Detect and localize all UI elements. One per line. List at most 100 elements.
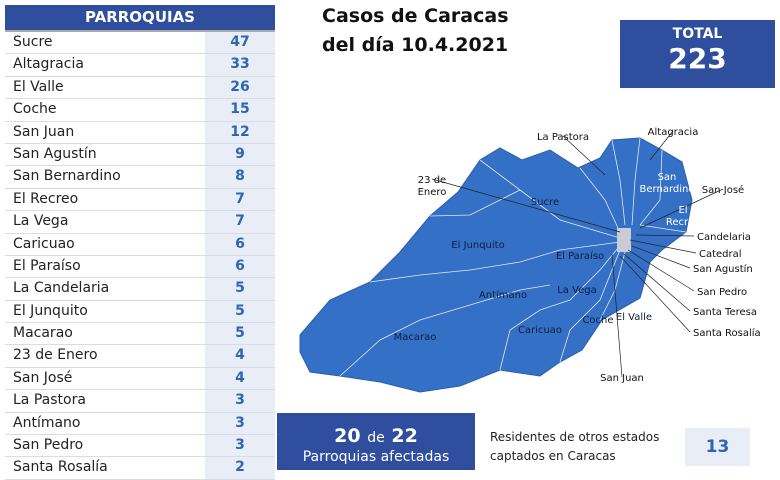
total-box: TOTAL 223 <box>620 20 775 88</box>
map-label: El Junquito <box>451 240 504 251</box>
residents-text: Residentes de otros estados captados en … <box>490 428 659 466</box>
parish-name: La Pastora <box>13 392 86 409</box>
map-label: Enero <box>418 187 447 198</box>
map-label: El <box>678 205 687 216</box>
case-count: 5 <box>205 278 275 300</box>
case-count: 9 <box>205 143 275 166</box>
table-row: Antímano 3 <box>5 412 275 436</box>
case-count: 12 <box>205 121 275 143</box>
case-count: 8 <box>205 166 275 188</box>
parish-name: El Junquito <box>13 302 88 319</box>
map-label: La Pastora <box>537 132 589 143</box>
affected-count: 20 <box>334 425 361 447</box>
table-row: San José 4 <box>5 367 275 391</box>
parish-borders <box>339 137 687 377</box>
case-count: 15 <box>205 99 275 121</box>
map-label: El Valle <box>616 312 652 323</box>
summary-box: 20 de 22 Parroquias afectadas <box>277 413 475 470</box>
leader-line <box>635 234 695 237</box>
map-label: Macarao <box>394 332 437 343</box>
parish-name: San Agustín <box>13 145 97 162</box>
leader-line <box>619 255 691 333</box>
map-label: Bernardino <box>640 184 695 195</box>
table-row: Caricuao 6 <box>5 233 275 256</box>
case-count: 3 <box>205 390 275 412</box>
parish-name: Coche <box>13 101 57 118</box>
title-line: del día 10.4.2021 <box>322 34 509 56</box>
parish-name: La Vega <box>13 213 69 230</box>
leader-line <box>431 178 621 233</box>
table-row: Sucre 47 <box>5 32 275 55</box>
table-row: San Pedro 3 <box>5 435 275 458</box>
leader-line <box>623 253 691 312</box>
map-label: San Juan <box>600 373 644 384</box>
table-row: San Bernardino 8 <box>5 166 275 189</box>
map-label: La Vega <box>557 285 597 296</box>
page: PARROQUIAS Sucre 47 Altagracia 33 El Valle 26… <box>5 2 775 480</box>
leader-line <box>562 135 606 176</box>
parish-name: La Candelaria <box>13 280 110 297</box>
leader-line <box>639 188 724 229</box>
parish-name: San Pedro <box>13 437 84 454</box>
table-row: 23 de Enero 4 <box>5 345 275 368</box>
case-count: 5 <box>205 323 275 345</box>
map-label: Candelaria <box>697 232 751 243</box>
table-row: El Valle 26 <box>5 76 275 100</box>
case-count: 6 <box>205 233 275 255</box>
parish-name: 23 de Enero <box>13 347 98 364</box>
parish-name: El Recreo <box>13 190 79 207</box>
table-row: San Agustín 9 <box>5 143 275 167</box>
parish-name: San Juan <box>13 123 75 140</box>
map-label: Recreo <box>666 217 700 228</box>
residents-line: captados en Caracas <box>490 449 616 463</box>
leader-line <box>631 245 691 269</box>
case-count: 26 <box>205 76 275 99</box>
connector: de <box>367 430 385 446</box>
total-value: 223 <box>668 42 727 75</box>
case-count: 5 <box>205 300 275 323</box>
parish-name: San Bernardino <box>13 168 121 185</box>
total-count: 22 <box>391 425 418 447</box>
table-row: Santa Rosalía 2 <box>5 457 275 480</box>
map-label: San Agustín <box>693 263 753 275</box>
case-count: 7 <box>205 211 275 233</box>
table-row: Coche 15 <box>5 99 275 122</box>
table-row: Macarao 5 <box>5 323 275 346</box>
center-area <box>617 228 631 252</box>
map-label: Sucre <box>531 197 559 208</box>
parish-name: El Valle <box>13 78 64 95</box>
table-header: PARROQUIAS <box>5 5 275 32</box>
table-row: Altagracia 33 <box>5 54 275 77</box>
case-count: 4 <box>205 345 275 367</box>
parish-name: Antímano <box>13 414 81 431</box>
page-title: Casos de Caracas del día 10.4.2021 <box>322 2 509 60</box>
leader-line <box>629 239 697 254</box>
parish-name: Sucre <box>13 34 53 50</box>
table-row: El Junquito 5 <box>5 300 275 324</box>
table-row: El Paraíso 6 <box>5 255 275 279</box>
leader-line <box>627 249 695 292</box>
case-count: 4 <box>205 367 275 390</box>
map-label: El Paraíso <box>556 250 604 262</box>
leader-line <box>611 253 623 378</box>
case-count: 7 <box>205 188 275 211</box>
case-count: 2 <box>205 457 275 479</box>
map-label: Santa Teresa <box>693 307 757 318</box>
map-label: Caricuao <box>518 325 562 336</box>
map-label: Altagracia <box>648 127 699 138</box>
map-label: Santa Rosalía <box>693 327 761 339</box>
leader-line <box>649 130 674 161</box>
title-line: Casos de Caracas <box>322 5 509 27</box>
parish-name: Altagracia <box>13 56 84 73</box>
table-row: La Vega 7 <box>5 211 275 234</box>
parish-name: Caricuao <box>13 235 75 252</box>
parish-name: San José <box>13 369 73 386</box>
total-label: TOTAL <box>672 26 723 42</box>
case-count: 3 <box>205 435 275 457</box>
map-label: Catedral <box>699 249 742 260</box>
parish-name: El Paraíso <box>13 257 81 274</box>
parish-name: Macarao <box>13 325 73 342</box>
table-row: San Juan 12 <box>5 121 275 144</box>
table-row: La Pastora 3 <box>5 390 275 413</box>
residents-value: 13 <box>685 428 750 466</box>
